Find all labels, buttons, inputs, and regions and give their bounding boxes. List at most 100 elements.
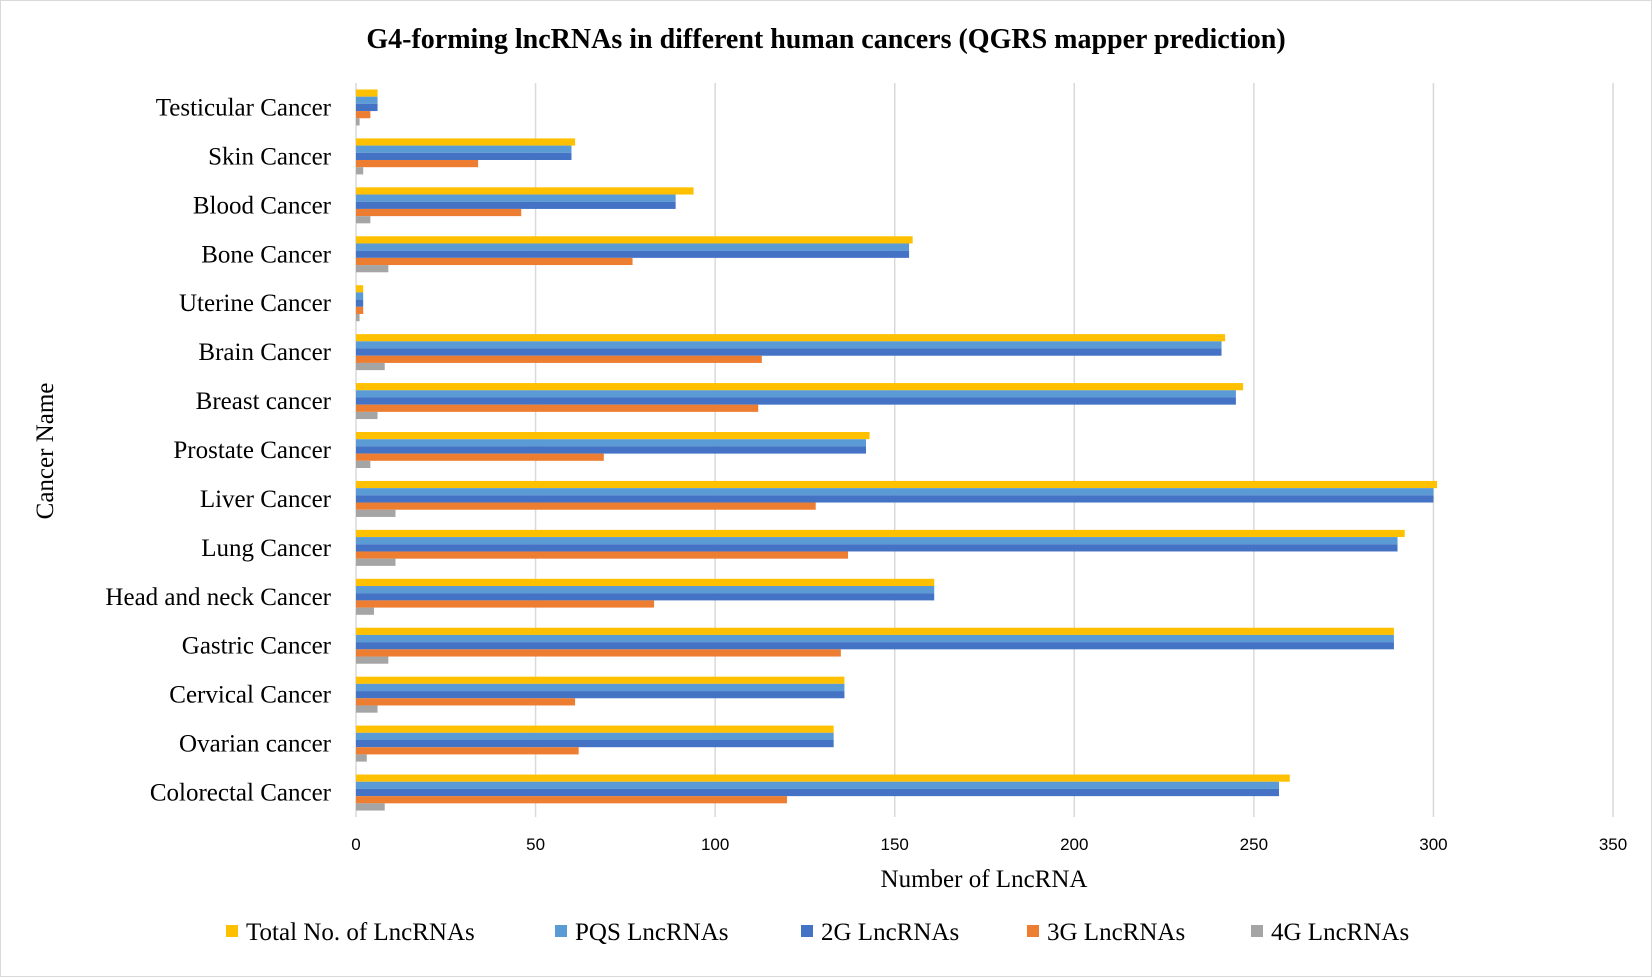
x-tick-label: 300 bbox=[1419, 835, 1447, 854]
bar bbox=[356, 397, 1236, 405]
legend-label: 2G LncRNAs bbox=[821, 919, 959, 946]
bar bbox=[356, 201, 676, 209]
bar bbox=[356, 803, 385, 811]
bar bbox=[356, 103, 378, 112]
bar bbox=[356, 285, 364, 293]
bar bbox=[356, 334, 1226, 342]
bar bbox=[356, 160, 479, 168]
bar bbox=[356, 529, 1405, 538]
legend-label: Total No. of LncRNAs bbox=[246, 919, 475, 946]
category-label: Gastric Cancer bbox=[182, 633, 332, 660]
category-label: Breast cancer bbox=[196, 388, 332, 415]
bar bbox=[356, 236, 913, 244]
legend-label: 4G LncRNAs bbox=[1271, 919, 1409, 946]
bar bbox=[356, 691, 845, 699]
bar bbox=[356, 740, 834, 748]
bar bbox=[356, 796, 787, 804]
bar bbox=[356, 299, 364, 307]
chart-title: G4-forming lncRNAs in different human ca… bbox=[366, 24, 1285, 55]
bar bbox=[356, 509, 396, 517]
category-label: Liver Cancer bbox=[200, 486, 332, 513]
legend-swatch bbox=[1251, 925, 1263, 937]
bar bbox=[356, 453, 604, 461]
bar bbox=[356, 754, 367, 762]
bar bbox=[356, 111, 371, 119]
bar bbox=[356, 537, 1398, 545]
bar bbox=[356, 257, 633, 266]
bar bbox=[356, 725, 834, 733]
bar bbox=[356, 627, 1394, 635]
bar bbox=[356, 432, 870, 440]
bar bbox=[356, 118, 360, 126]
bar bbox=[356, 586, 935, 594]
bar bbox=[356, 446, 866, 454]
legend-swatch bbox=[555, 925, 567, 937]
x-tick-label: 150 bbox=[881, 835, 909, 854]
bar bbox=[356, 411, 378, 420]
bar bbox=[356, 460, 371, 468]
bar bbox=[356, 216, 371, 224]
category-label: Head and neck Cancer bbox=[105, 584, 331, 611]
category-label: Colorectal Cancer bbox=[150, 780, 332, 807]
bar bbox=[356, 642, 1394, 650]
bar bbox=[356, 341, 1222, 349]
bar bbox=[356, 781, 1279, 789]
category-label: Blood Cancer bbox=[193, 192, 332, 219]
bar bbox=[356, 167, 364, 175]
category-label: Prostate Cancer bbox=[173, 437, 331, 464]
bar bbox=[356, 89, 378, 97]
bar bbox=[356, 243, 910, 251]
bar bbox=[356, 187, 694, 195]
bar bbox=[356, 390, 1236, 398]
bar bbox=[356, 649, 841, 657]
bar bbox=[356, 495, 1434, 503]
bar bbox=[356, 774, 1290, 782]
bar bbox=[356, 502, 816, 510]
x-tick-label: 100 bbox=[701, 835, 729, 854]
bar bbox=[356, 558, 396, 566]
bar bbox=[356, 578, 935, 586]
bar bbox=[356, 152, 572, 160]
legend-swatch bbox=[801, 925, 813, 937]
category-label: Brain Cancer bbox=[198, 339, 331, 366]
bar bbox=[356, 551, 849, 559]
category-label: Skin Cancer bbox=[208, 143, 332, 170]
bar bbox=[356, 634, 1394, 643]
bar bbox=[356, 292, 364, 300]
legend-label: 3G LncRNAs bbox=[1047, 919, 1185, 946]
bar bbox=[356, 676, 845, 684]
bar bbox=[356, 683, 845, 692]
x-tick-labels: 0 50 100 150 200 250 300 350 bbox=[351, 835, 1627, 854]
legend-label: PQS LncRNAs bbox=[575, 919, 729, 946]
category-label: Uterine Cancer bbox=[179, 290, 332, 317]
bar bbox=[356, 488, 1434, 496]
bar bbox=[356, 600, 655, 608]
legend-swatch bbox=[1027, 925, 1039, 937]
bar bbox=[356, 593, 935, 601]
x-tick-label: 350 bbox=[1599, 835, 1627, 854]
x-axis-title: Number of LncRNA bbox=[881, 866, 1088, 893]
bar bbox=[356, 362, 385, 371]
bar bbox=[356, 194, 676, 202]
bar bbox=[356, 439, 866, 447]
category-label: Cervical Cancer bbox=[169, 682, 331, 709]
category-label: Ovarian cancer bbox=[179, 731, 332, 758]
x-tick-label: 0 bbox=[351, 835, 360, 854]
bar bbox=[356, 607, 374, 615]
bar bbox=[356, 265, 389, 273]
bar bbox=[356, 208, 522, 217]
bar bbox=[356, 788, 1279, 797]
bar bbox=[356, 306, 364, 314]
category-label: Testicular Cancer bbox=[156, 94, 332, 121]
legend-swatch bbox=[226, 925, 238, 937]
bar bbox=[356, 698, 576, 706]
legend: Total No. of LncRNAs PQS LncRNAs 2G LncRNA… bbox=[226, 919, 1409, 946]
category-label: Bone Cancer bbox=[201, 241, 331, 268]
y-axis-title: Cancer Name bbox=[32, 383, 59, 520]
bar bbox=[356, 145, 572, 153]
bar bbox=[356, 656, 389, 664]
bar bbox=[356, 404, 759, 412]
bar bbox=[356, 355, 762, 363]
